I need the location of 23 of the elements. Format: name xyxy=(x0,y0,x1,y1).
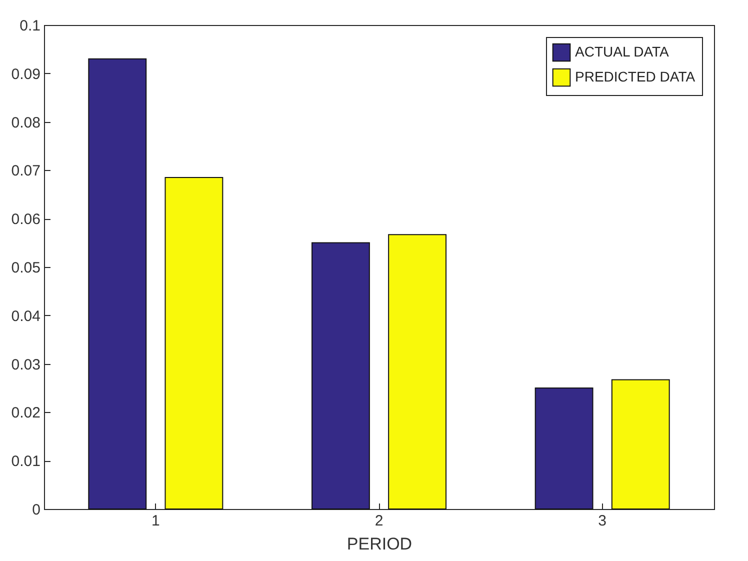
y-tick-label: 0.07 xyxy=(11,162,40,180)
y-tick-label: 0.05 xyxy=(11,260,40,276)
x-tick-label: 2 xyxy=(374,512,384,530)
bar xyxy=(388,234,446,510)
y-tick-label: 0.03 xyxy=(11,356,40,374)
y-tick-label: 0.04 xyxy=(11,308,40,325)
bar xyxy=(611,379,670,510)
y-tick-label: 0.06 xyxy=(11,211,40,228)
x-axis-title: PERIOD xyxy=(346,534,412,554)
y-tick-label: 0 xyxy=(32,502,40,518)
y-tick-label: 0.08 xyxy=(11,114,40,132)
bar xyxy=(312,242,370,510)
bar xyxy=(534,388,594,510)
x-tick-label: 3 xyxy=(598,512,607,530)
legend-label: PREDICTED DATA xyxy=(575,68,696,84)
y-tick-label: 0.09 xyxy=(11,66,40,83)
x-tick-label: 1 xyxy=(151,512,160,530)
bar xyxy=(88,58,147,510)
bar xyxy=(164,176,224,510)
y-tick-label: 0.01 xyxy=(11,453,40,470)
legend-label: ACTUAL DATA xyxy=(575,44,670,60)
y-tick-label: 0.1 xyxy=(20,18,40,34)
y-tick-label: 0.02 xyxy=(11,404,40,422)
